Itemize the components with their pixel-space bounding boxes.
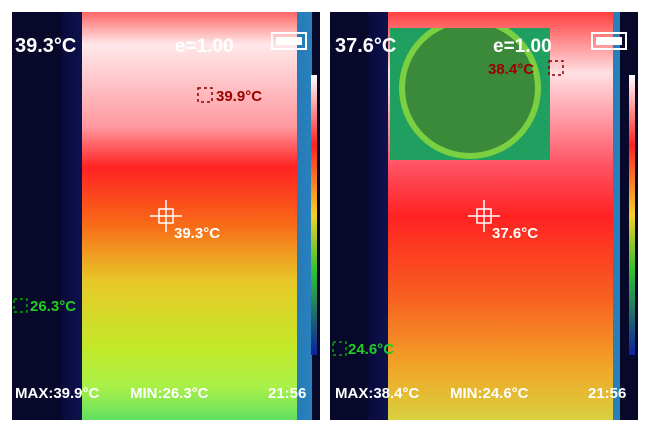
time: 21:56 xyxy=(268,385,306,402)
emissivity: e=1.00 xyxy=(493,36,552,57)
hot-spot-label: 38.4°C xyxy=(488,61,534,78)
hot-marker xyxy=(548,60,564,76)
hot-spot-label: 39.9°C xyxy=(216,88,262,105)
cold-marker xyxy=(13,298,28,313)
color-scale xyxy=(629,75,635,355)
center-label: 37.6°C xyxy=(492,225,538,242)
battery-level xyxy=(596,37,622,45)
emissivity: e=1.00 xyxy=(175,36,234,57)
color-scale xyxy=(311,75,317,355)
time: 21:56 xyxy=(588,385,626,402)
cool-object xyxy=(390,28,550,160)
min-label: MIN:24.6°C xyxy=(450,385,529,402)
temperature: 37.6°C xyxy=(335,35,396,57)
battery-icon xyxy=(271,32,307,50)
temperature: 39.3°C xyxy=(15,35,76,57)
battery-level xyxy=(276,37,302,45)
thermal-panel: 37.6°C e=1.00 38.4°C 37.6°C 24.6°C MAX:3… xyxy=(330,12,638,420)
max-label: MAX:38.4°C xyxy=(335,385,420,402)
finger xyxy=(82,12,297,420)
center-label: 39.3°C xyxy=(174,225,220,242)
cold-marker xyxy=(332,341,347,356)
hot-marker xyxy=(197,87,213,103)
crosshair xyxy=(468,200,500,232)
cold-spot-label: 26.3°C xyxy=(30,298,76,315)
max-label: MAX:39.9°C xyxy=(15,385,100,402)
min-label: MIN:26.3°C xyxy=(130,385,209,402)
thermal-panel: 39.3°C e=1.00 39.9°C 39.3°C 26.3°C MAX:3… xyxy=(12,12,320,420)
battery-icon xyxy=(591,32,627,50)
cold-spot-label: 24.6°C xyxy=(348,341,394,358)
crosshair xyxy=(150,200,182,232)
